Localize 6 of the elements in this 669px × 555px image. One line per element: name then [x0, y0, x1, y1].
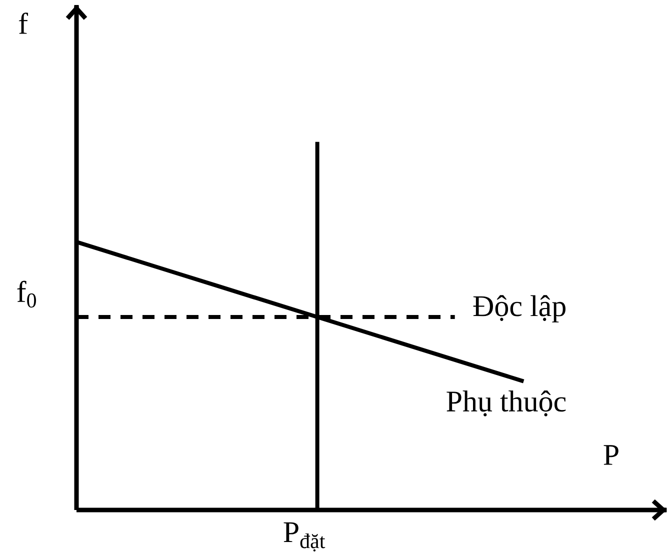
text: P$_{đặt}$ — [284, 522, 326, 552]
series-label: Phụ thuộc — [446, 390, 566, 416]
x-axis-title: P — [604, 445, 618, 465]
text: f — [18, 12, 28, 34]
series-label: Độc lập — [473, 295, 566, 322]
text: f$_{0}$ — [17, 280, 36, 308]
